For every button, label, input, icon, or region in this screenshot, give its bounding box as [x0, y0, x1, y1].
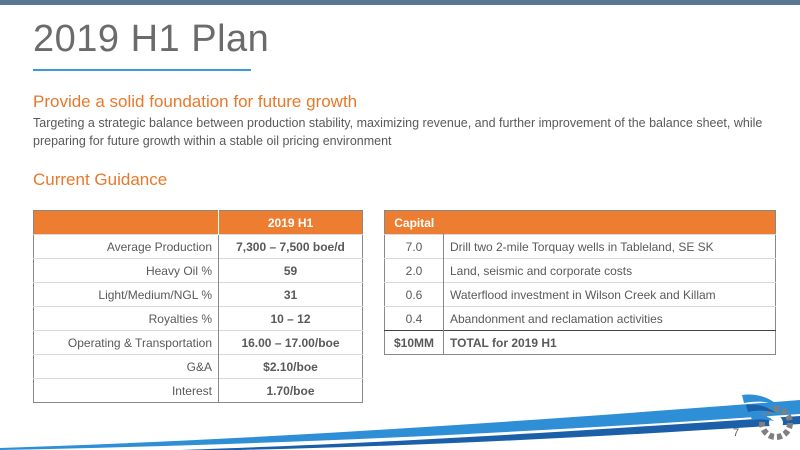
capital-header-blank — [443, 210, 776, 235]
guidance-value: 10 – 12 — [218, 306, 363, 331]
guidance-label: Average Production — [33, 234, 219, 259]
capital-total-amount: $10MM — [384, 330, 444, 355]
slide-body-text: Targeting a strategic balance between pr… — [33, 116, 763, 148]
capital-table: Capital 7.0 Drill two 2-mile Torquay wel… — [384, 210, 776, 355]
guidance-header-period: 2019 H1 — [218, 210, 363, 235]
capital-description: Abandonment and reclamation activities — [443, 306, 776, 331]
guidance-row: G&A $2.10/boe — [33, 354, 363, 379]
capital-amount: 0.6 — [384, 282, 444, 307]
section-heading-guidance: Current Guidance — [33, 170, 168, 189]
capital-description: Drill two 2-mile Torquay wells in Tablel… — [443, 234, 776, 259]
page-number: 7 — [733, 427, 740, 439]
capital-amount: 0.4 — [384, 306, 444, 331]
company-logo-icon — [742, 394, 793, 440]
capital-amount: 7.0 — [384, 234, 444, 259]
guidance-value: 7,300 – 7,500 boe/d — [218, 234, 363, 259]
capital-total-row: $10MM TOTAL for 2019 H1 — [384, 330, 776, 355]
guidance-row: Heavy Oil % 59 — [33, 258, 363, 283]
guidance-header-row: 2019 H1 — [33, 210, 363, 235]
capital-description: Land, seismic and corporate costs — [443, 258, 776, 283]
capital-row: 7.0 Drill two 2-mile Torquay wells in Ta… — [384, 234, 776, 259]
guidance-row: Average Production 7,300 – 7,500 boe/d — [33, 234, 363, 259]
guidance-value: 1.70/boe — [218, 378, 363, 403]
title-underline — [33, 69, 251, 71]
capital-row: 2.0 Land, seismic and corporate costs — [384, 258, 776, 283]
capital-total-description: TOTAL for 2019 H1 — [443, 330, 776, 355]
guidance-header-blank — [33, 210, 219, 235]
guidance-label: Heavy Oil % — [33, 258, 219, 283]
guidance-value: 31 — [218, 282, 363, 307]
guidance-row: Royalties % 10 – 12 — [33, 306, 363, 331]
guidance-value: $2.10/boe — [218, 354, 363, 379]
capital-row: 0.6 Waterflood investment in Wilson Cree… — [384, 282, 776, 307]
guidance-value: 59 — [218, 258, 363, 283]
guidance-label: Light/Medium/NGL % — [33, 282, 219, 307]
guidance-label: G&A — [33, 354, 219, 379]
top-accent-bar — [0, 0, 800, 5]
guidance-label: Interest — [33, 378, 219, 403]
capital-amount: 2.0 — [384, 258, 444, 283]
guidance-row: Interest 1.70/boe — [33, 378, 363, 403]
guidance-label: Royalties % — [33, 306, 219, 331]
slide-title: 2019 H1 Plan — [33, 18, 270, 60]
guidance-row: Light/Medium/NGL % 31 — [33, 282, 363, 307]
capital-header: Capital — [384, 210, 444, 235]
capital-row: 0.4 Abandonment and reclamation activiti… — [384, 306, 776, 331]
guidance-table: 2019 H1 Average Production 7,300 – 7,500… — [33, 210, 363, 403]
capital-description: Waterflood investment in Wilson Creek an… — [443, 282, 776, 307]
guidance-row: Operating & Transportation 16.00 – 17.00… — [33, 330, 363, 355]
guidance-value: 16.00 – 17.00/boe — [218, 330, 363, 355]
capital-header-row: Capital — [384, 210, 776, 235]
guidance-label: Operating & Transportation — [33, 330, 219, 355]
footer-swoosh — [0, 400, 800, 450]
slide-subheading: Provide a solid foundation for future gr… — [33, 92, 358, 111]
